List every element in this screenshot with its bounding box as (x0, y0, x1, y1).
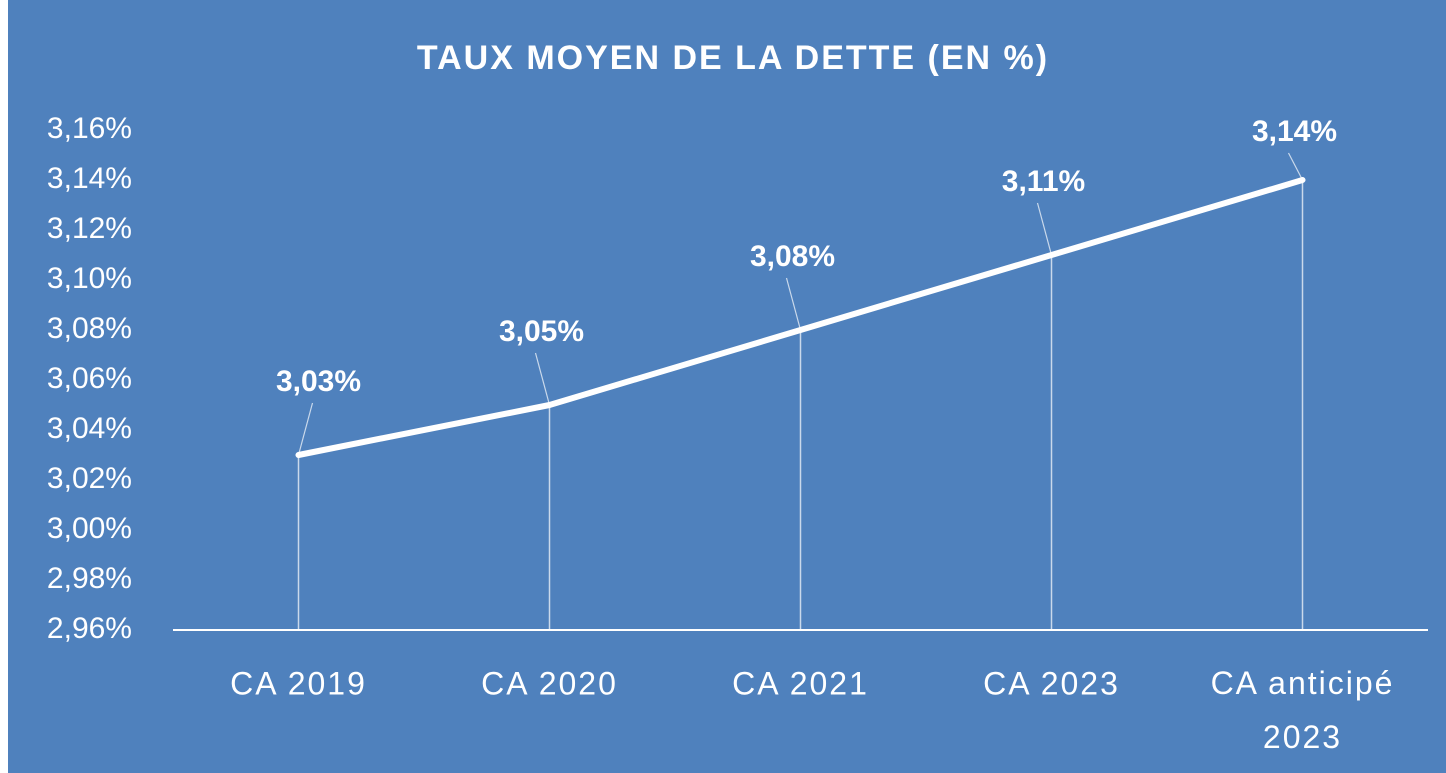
leader-line (1036, 202, 1053, 256)
y-tick-label: 3,10% (47, 262, 132, 295)
x-tick-label: CA anticipé 2023 (1211, 665, 1395, 755)
leader-line (297, 402, 314, 456)
data-label: 3,14% (1252, 115, 1337, 148)
leader-line (1287, 152, 1304, 181)
y-tick-label: 3,00% (47, 512, 132, 545)
data-label: 3,08% (750, 240, 835, 273)
data-label: 3,05% (499, 315, 584, 348)
y-tick-label: 3,12% (47, 212, 132, 245)
left-edge (0, 0, 8, 773)
x-tick-label: CA 2019 (230, 665, 367, 701)
y-tick-label: 2,98% (47, 562, 132, 595)
y-tick-label: 3,14% (47, 162, 132, 195)
y-tick-label: 3,06% (47, 362, 132, 395)
y-tick-label: 2,96% (47, 612, 132, 645)
leader-line (534, 352, 551, 406)
data-label: 3,03% (276, 365, 361, 398)
x-tick-label: CA 2020 (481, 665, 618, 701)
y-tick-label: 3,16% (47, 112, 132, 145)
x-tick-label: CA 2023 (983, 665, 1120, 701)
x-tick-label: CA 2021 (732, 665, 869, 701)
y-tick-label: 3,04% (47, 412, 132, 445)
leader-line (785, 277, 802, 331)
data-label: 3,11% (1002, 165, 1085, 198)
chart-title: TAUX MOYEN DE LA DETTE (EN %) (417, 39, 1049, 77)
y-tick-label: 3,08% (47, 312, 132, 345)
y-tick-label: 3,02% (47, 462, 132, 495)
